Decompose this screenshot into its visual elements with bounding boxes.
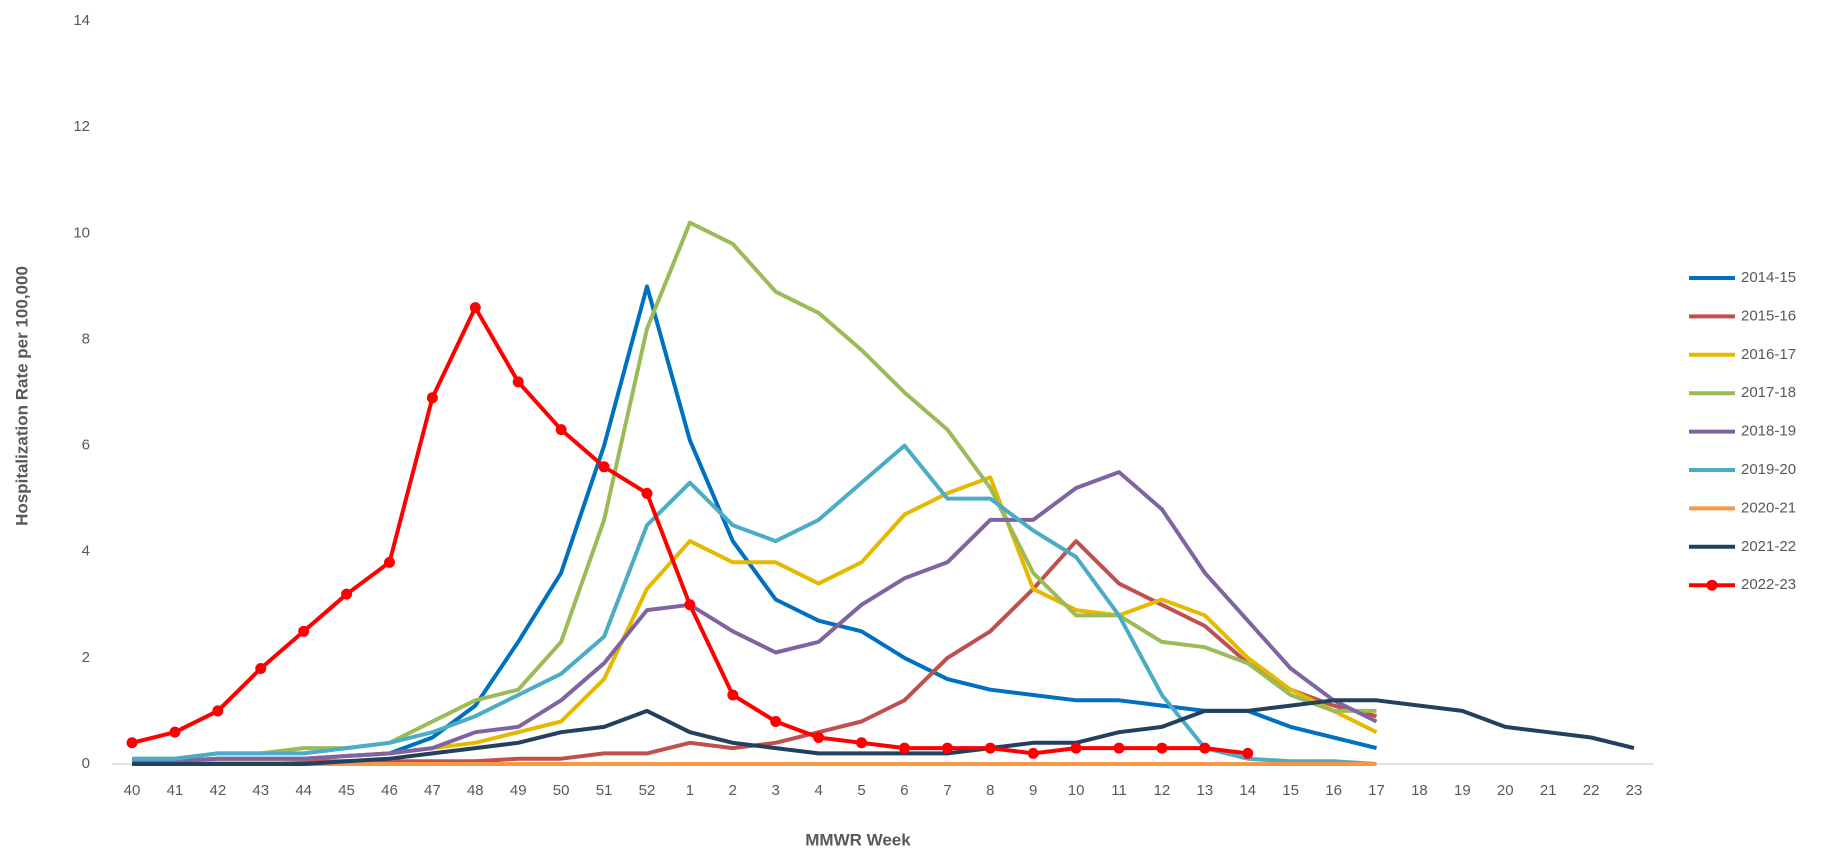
y-axis-title: Hospitalization Rate per 100,000 (12, 266, 31, 526)
series-line (131, 305, 1249, 756)
y-tick-label: 14 (73, 12, 90, 29)
data-point (856, 737, 868, 749)
x-tick-label: 23 (1626, 782, 1643, 799)
x-tick-label: 41 (167, 782, 184, 799)
x-tick-label: 4 (814, 782, 822, 799)
data-point (1199, 742, 1211, 754)
x-tick-label: 3 (772, 782, 780, 799)
data-point (984, 742, 996, 754)
x-tick-label: 47 (424, 782, 441, 799)
data-point (426, 392, 438, 404)
legend-label: 2016-17 (1741, 346, 1796, 363)
x-tick-label: 9 (1029, 782, 1037, 799)
y-tick-label: 0 (82, 755, 90, 772)
legend-label: 2018-19 (1741, 423, 1796, 440)
data-point (383, 556, 395, 568)
x-tick-label: 21 (1540, 782, 1557, 799)
data-point (126, 737, 138, 749)
data-point (770, 716, 782, 728)
x-tick-label: 46 (381, 782, 398, 799)
series-line (132, 698, 1635, 766)
x-tick-label: 5 (857, 782, 865, 799)
legend-marker (1706, 579, 1718, 591)
legend-label: 2015-16 (1741, 307, 1796, 324)
data-point (212, 705, 224, 717)
data-point (512, 376, 524, 388)
x-axis-title: MMWR Week (805, 830, 911, 849)
x-tick-label: 12 (1154, 782, 1171, 799)
y-tick-label: 4 (82, 543, 90, 560)
x-tick-label: 6 (900, 782, 908, 799)
x-tick-label: 50 (553, 782, 570, 799)
x-tick-label: 19 (1454, 782, 1471, 799)
data-point (941, 742, 953, 754)
data-point (1113, 742, 1125, 754)
legend-label: 2014-15 (1741, 269, 1796, 286)
data-point (813, 731, 825, 743)
x-tick-label: 42 (209, 782, 226, 799)
data-point (1070, 742, 1082, 754)
y-tick-label: 2 (82, 649, 90, 666)
x-tick-label: 18 (1411, 782, 1428, 799)
x-tick-label: 52 (639, 782, 656, 799)
legend-label: 2019-20 (1741, 461, 1796, 478)
data-point (641, 487, 653, 499)
x-tick-label: 7 (943, 782, 951, 799)
x-tick-label: 1 (686, 782, 694, 799)
x-tick-label: 40 (124, 782, 141, 799)
x-tick-label: 17 (1368, 782, 1385, 799)
data-point (684, 599, 696, 611)
x-tick-label: 44 (295, 782, 312, 799)
x-tick-label: 49 (510, 782, 527, 799)
x-tick-label: 15 (1282, 782, 1299, 799)
x-tick-label: 14 (1239, 782, 1256, 799)
series-line (132, 470, 1378, 764)
series-line (132, 220, 1377, 761)
x-tick-label: 45 (338, 782, 355, 799)
data-point (298, 625, 310, 637)
x-tick-label: 8 (986, 782, 994, 799)
data-point (169, 726, 181, 738)
data-point (341, 588, 353, 600)
y-tick-label: 6 (82, 437, 90, 454)
data-point (1027, 747, 1039, 759)
legend-label: 2022-23 (1741, 576, 1796, 593)
data-point (1156, 742, 1168, 754)
data-point (727, 689, 739, 701)
data-point (598, 461, 610, 473)
series-line (132, 284, 1377, 764)
x-tick-label: 20 (1497, 782, 1514, 799)
x-tick-label: 16 (1325, 782, 1342, 799)
y-tick-label: 10 (73, 224, 90, 241)
y-tick-label: 12 (73, 118, 90, 135)
data-point (898, 742, 910, 754)
x-tick-label: 22 (1583, 782, 1600, 799)
x-tick-label: 2 (729, 782, 737, 799)
x-tick-label: 51 (596, 782, 613, 799)
x-tick-label: 48 (467, 782, 484, 799)
data-point (555, 424, 567, 436)
legend-label: 2021-22 (1741, 538, 1796, 555)
data-point (255, 662, 267, 674)
x-tick-label: 11 (1111, 782, 1127, 799)
x-tick-label: 10 (1068, 782, 1085, 799)
series-line (132, 443, 1377, 766)
data-point (1242, 747, 1254, 759)
data-point (469, 302, 481, 314)
x-tick-label: 43 (252, 782, 269, 799)
legend-label: 2020-21 (1741, 499, 1796, 516)
y-tick-label: 8 (82, 330, 90, 347)
legend-label: 2017-18 (1741, 384, 1796, 401)
x-tick-label: 13 (1197, 782, 1214, 799)
